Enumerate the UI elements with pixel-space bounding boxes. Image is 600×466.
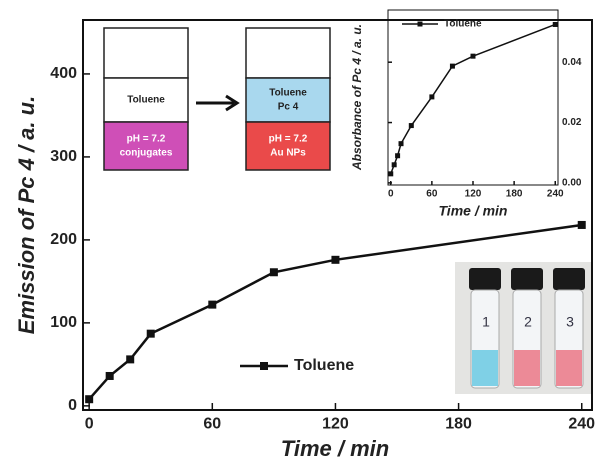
vial-cap bbox=[553, 268, 585, 290]
y-tick-label: 300 bbox=[50, 148, 77, 165]
vial-empty bbox=[245, 27, 331, 79]
vial-photo: 1 2 3 bbox=[455, 262, 592, 394]
data-point bbox=[331, 255, 340, 264]
legend-label: Toluene bbox=[444, 19, 482, 30]
data-point bbox=[398, 141, 404, 147]
data-point bbox=[85, 395, 94, 404]
y-tick-label: 0.02 bbox=[562, 117, 582, 128]
x-tick-label: 0 bbox=[388, 189, 394, 200]
data-point bbox=[105, 371, 114, 380]
series-line bbox=[390, 23, 556, 175]
vial-label: 3 bbox=[566, 314, 574, 330]
x-tick-label: 120 bbox=[465, 189, 482, 200]
phase-label: Toluene bbox=[269, 88, 307, 99]
vial-liquid bbox=[514, 350, 540, 386]
legend-marker bbox=[417, 21, 423, 27]
phase-label: Au NPs bbox=[270, 148, 306, 159]
data-point bbox=[146, 329, 155, 338]
x-tick-label: 60 bbox=[426, 189, 438, 200]
y-tick-label: 200 bbox=[50, 231, 77, 248]
legend-label: Toluene bbox=[294, 357, 354, 374]
y-tick-label: 0 bbox=[68, 397, 77, 414]
data-point bbox=[269, 268, 278, 277]
x-tick-label: 180 bbox=[445, 416, 472, 433]
phase-label: pH = 7.2 bbox=[127, 134, 166, 145]
vial-empty bbox=[103, 27, 189, 79]
data-point bbox=[388, 171, 394, 177]
organic-phase bbox=[103, 77, 189, 123]
data-point bbox=[126, 355, 135, 364]
x-tick-label: 60 bbox=[203, 416, 221, 433]
data-point bbox=[577, 220, 586, 229]
x-tick-label: 180 bbox=[506, 189, 523, 200]
data-point bbox=[208, 300, 217, 309]
data-point bbox=[429, 94, 435, 100]
y-axis-title: Emission of Pc 4 / a. u. bbox=[14, 96, 39, 334]
vial-liquid bbox=[556, 350, 582, 386]
legend-marker bbox=[260, 362, 268, 370]
aqueous-phase bbox=[245, 121, 331, 171]
phase-label: pH = 7.2 bbox=[269, 134, 308, 145]
y-tick-label: 0.00 bbox=[562, 178, 582, 189]
x-axis-title: Time / min bbox=[281, 436, 389, 461]
x-tick-label: 120 bbox=[322, 416, 349, 433]
y-tick-label: 100 bbox=[50, 314, 77, 331]
phase-label: Toluene bbox=[127, 95, 165, 106]
vial-liquid bbox=[472, 350, 498, 386]
x-axis-title: Time / min bbox=[439, 203, 508, 219]
phase-label: conjugates bbox=[120, 148, 173, 159]
data-point bbox=[395, 153, 401, 159]
plot-frame bbox=[82, 19, 593, 411]
y-tick-label: 0.04 bbox=[562, 57, 582, 68]
phase-label: Pc 4 bbox=[278, 102, 299, 113]
data-point bbox=[391, 162, 397, 168]
data-point bbox=[552, 21, 558, 27]
vial-cap bbox=[469, 268, 501, 290]
data-point bbox=[408, 123, 414, 129]
aqueous-phase bbox=[103, 121, 189, 171]
plot-frame bbox=[387, 9, 559, 186]
data-point bbox=[449, 63, 455, 69]
organic-phase bbox=[245, 77, 331, 123]
y-axis-title: Absorbance of Pc 4 / a. u. bbox=[350, 24, 364, 171]
arrow-head bbox=[225, 94, 240, 112]
biphasic-diagram: Toluene pH = 7.2 conjugates Toluene Pc 4… bbox=[103, 27, 331, 171]
x-tick-label: 240 bbox=[568, 416, 595, 433]
x-tick-label: 240 bbox=[547, 189, 564, 200]
y-tick-label: 400 bbox=[50, 65, 77, 82]
vial-cap bbox=[511, 268, 543, 290]
vial-label: 2 bbox=[524, 314, 532, 330]
data-point bbox=[470, 53, 476, 59]
vial-label: 1 bbox=[482, 314, 490, 330]
x-tick-label: 0 bbox=[85, 416, 94, 433]
